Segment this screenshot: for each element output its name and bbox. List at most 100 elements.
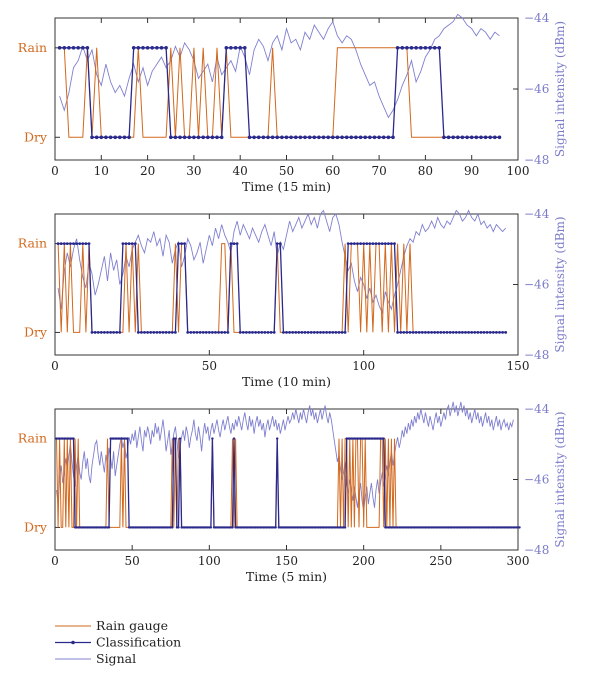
classification-point: [433, 331, 437, 334]
classification-point: [464, 331, 467, 334]
classification-point: [67, 46, 71, 50]
classification-point: [99, 331, 103, 334]
x-tick-label: 30: [186, 164, 201, 178]
right-tick-label: −46: [524, 82, 549, 96]
x-tick-label: 50: [202, 359, 217, 373]
classification-point: [321, 135, 326, 140]
classification-point: [498, 331, 501, 334]
classification-point: [343, 526, 347, 529]
classification-point: [204, 331, 208, 334]
classification-point: [130, 242, 134, 246]
classification-point: [312, 331, 316, 334]
classification-point: [196, 135, 201, 140]
right-tick-label: −46: [524, 278, 549, 292]
classification-point: [294, 135, 298, 140]
classification-point: [145, 46, 150, 50]
x-tick-label: 100: [507, 164, 530, 178]
x-tick-label: 200: [352, 554, 375, 568]
classification-point: [409, 46, 414, 50]
right-tick-label: −48: [524, 348, 549, 362]
classification-point: [309, 331, 313, 334]
classification-point: [474, 135, 479, 140]
right-axis-label: Signal intensity (dBm): [553, 411, 567, 547]
classification-point: [368, 242, 372, 246]
classification-point: [275, 135, 280, 140]
classification-point: [325, 331, 328, 334]
classification-point: [133, 242, 137, 246]
classification-point: [488, 135, 493, 140]
chart-panel-2: Rain Dry 0 50 100 150 Time (10 min) −44 −46 −48 Si…: [18, 207, 567, 389]
classification-point: [182, 135, 187, 140]
classification-point: [109, 331, 112, 334]
classification-point: [473, 331, 477, 334]
classification-point: [387, 242, 390, 246]
classification-point: [469, 135, 474, 140]
classification-point: [195, 331, 199, 334]
classification-point: [59, 242, 63, 246]
classification-point: [266, 331, 270, 334]
x-tick-label: 10: [94, 164, 109, 178]
classification-point: [217, 331, 221, 334]
classification-point: [445, 331, 449, 334]
classification-point: [178, 135, 182, 140]
classification-point: [368, 135, 372, 140]
chart-panel-1: Rain Dry 0 10 20 30 40 50 60 70 80 90 100 Time (15 mi…: [18, 11, 567, 194]
classification-point: [269, 331, 273, 334]
classification-point: [224, 46, 229, 50]
classification-point: [112, 331, 115, 334]
classification-point: [476, 331, 480, 334]
classification-point: [104, 135, 108, 140]
classification-point: [171, 526, 174, 529]
classification-point: [231, 526, 234, 529]
classification-point: [103, 331, 106, 334]
classification-point: [354, 135, 358, 140]
classification-point: [245, 331, 248, 334]
classification-point: [270, 135, 275, 140]
classification-point: [254, 331, 257, 334]
classification-point: [257, 331, 261, 334]
classification-point: [488, 331, 492, 334]
classification-point: [280, 135, 284, 140]
classification-point: [419, 46, 423, 50]
classification-point: [108, 135, 113, 140]
classification-point: [393, 242, 396, 246]
classification-point: [90, 135, 94, 140]
x-axis-label: Time (15 min): [242, 179, 331, 194]
classification-point: [158, 331, 162, 334]
right-tick-label: −44: [524, 11, 550, 25]
classification-point: [94, 135, 99, 140]
classification-point: [118, 135, 122, 140]
classification-point: [402, 331, 406, 334]
classification-point: [209, 526, 213, 529]
x-tick-label: 80: [418, 164, 433, 178]
classification-point: [238, 46, 242, 50]
x-tick-label: 250: [429, 554, 452, 568]
classification-point: [439, 331, 443, 334]
classification-point: [146, 331, 150, 334]
classification-point: [405, 46, 409, 50]
legend-label-signal: Signal: [96, 651, 136, 666]
x-tick-label: 50: [279, 164, 294, 178]
classification-point: [84, 242, 88, 246]
classification-point: [353, 242, 356, 246]
classification-point: [386, 135, 391, 140]
classification-point: [428, 46, 432, 50]
classification-point: [96, 331, 100, 334]
right-axis-label: Signal intensity (dBm): [553, 216, 567, 352]
classification-point: [399, 331, 403, 334]
classification-point: [189, 331, 193, 334]
classification-point: [291, 331, 295, 334]
classification-point: [261, 135, 266, 140]
classification-point: [170, 331, 174, 334]
classification-point: [72, 437, 75, 440]
classification-point: [482, 331, 486, 334]
classification-point: [349, 242, 353, 246]
classification-point: [143, 331, 146, 334]
classification-point: [141, 46, 145, 50]
classification-point: [223, 331, 227, 334]
classification-point: [343, 331, 347, 334]
right-tick-label: −48: [524, 543, 549, 557]
x-tick-label: 150: [507, 359, 530, 373]
classification-point: [211, 437, 214, 440]
series-rain-gauge-line: [56, 438, 505, 528]
